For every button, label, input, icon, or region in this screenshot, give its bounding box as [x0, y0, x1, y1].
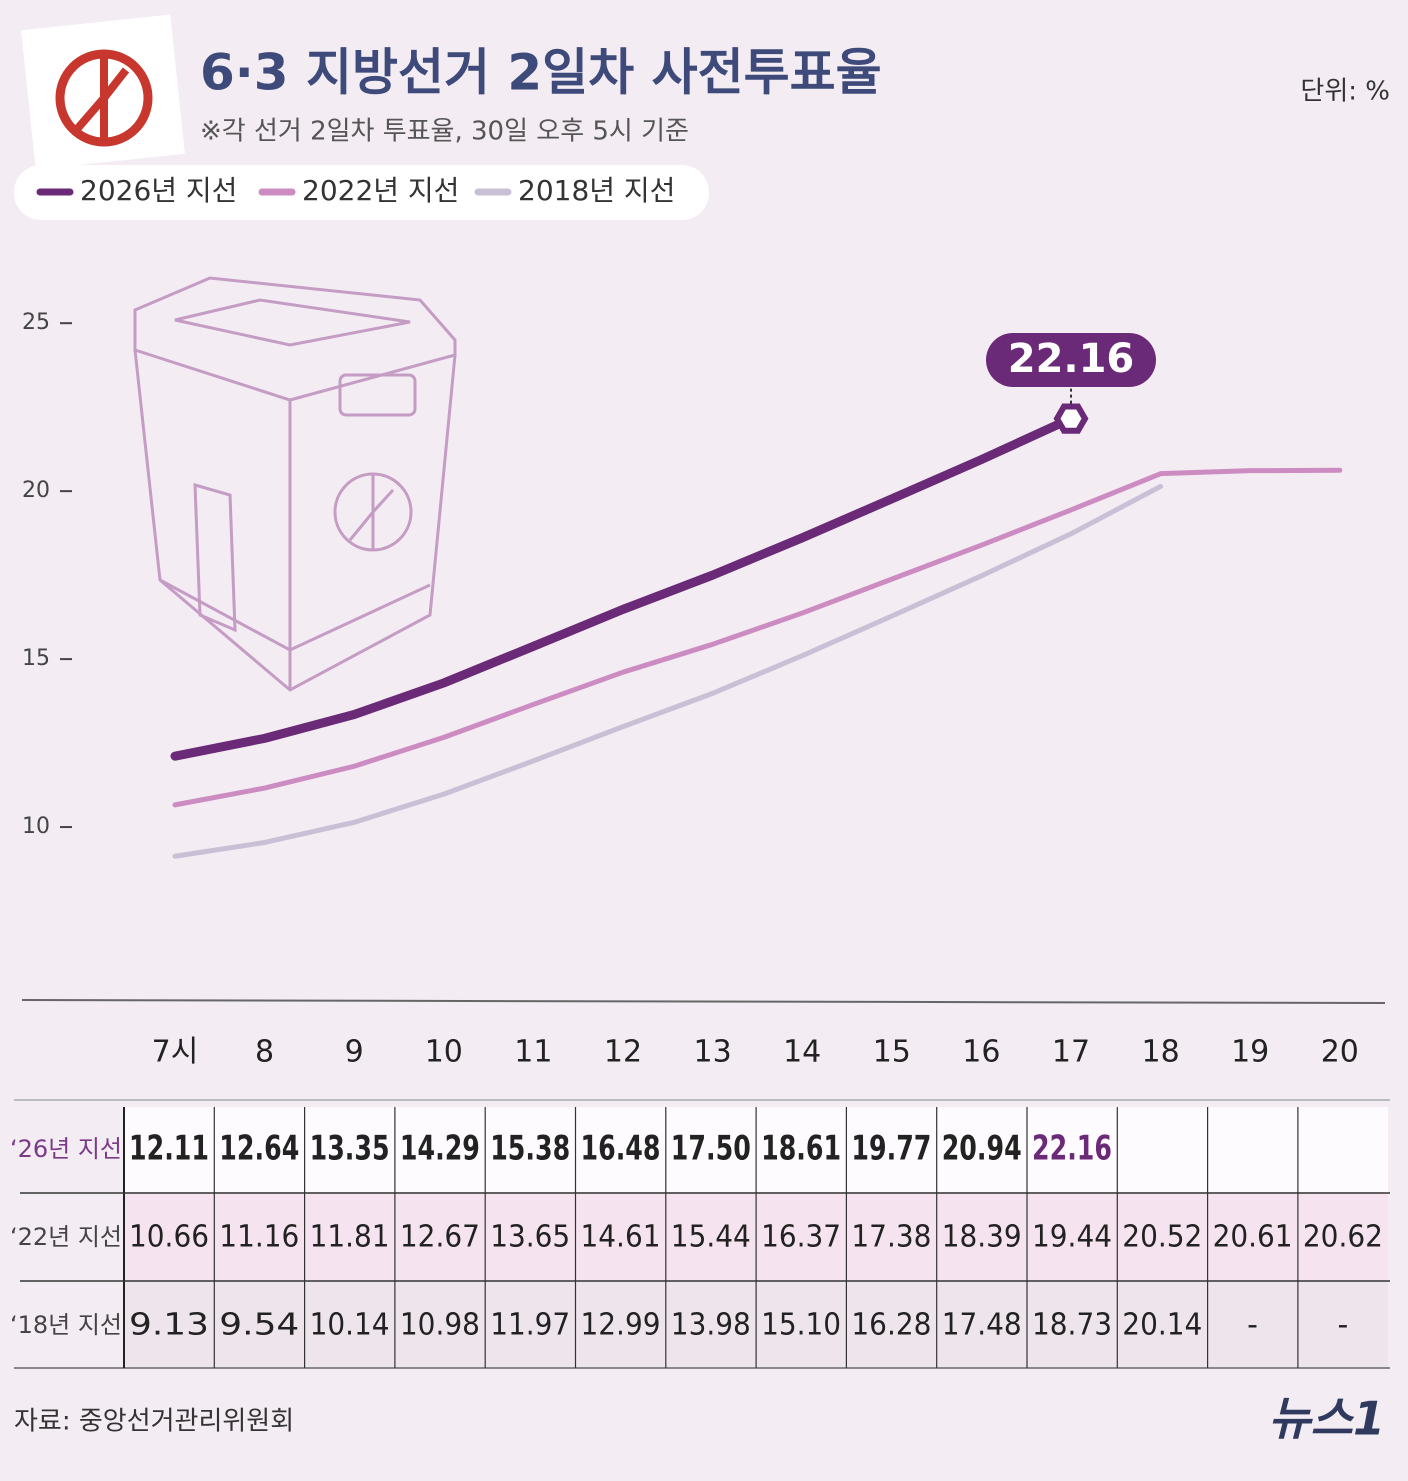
line	[170, 414, 1076, 761]
table-cell: 20.61	[1213, 1220, 1293, 1255]
legend: 2026년 지선 2022년 지선 2018년 지선	[36, 174, 675, 207]
table-cell: 19.77	[851, 1129, 931, 1169]
table-cell: 12.64	[219, 1129, 299, 1169]
table-cell: 17.50	[671, 1129, 751, 1169]
table-cells: ‘26년 지선 ‘22년 지선 ‘18년 지선 12.11 10.66 9.13 12.64…	[10, 1107, 1390, 1368]
x-tick-label: 18	[1142, 1035, 1180, 1070]
table-cell: 15.10	[761, 1308, 841, 1343]
table-cell: 9.13	[129, 1308, 209, 1343]
ballot-icon	[21, 14, 185, 170]
table-cell: 11.16	[219, 1220, 299, 1255]
legend-label: 2026년 지선	[80, 174, 237, 207]
table-cell: 15.44	[671, 1220, 751, 1255]
line	[172, 483, 1164, 859]
table-cell: 18.73	[1032, 1308, 1112, 1343]
table-cell: 10.66	[129, 1220, 209, 1255]
table-cell: 17.38	[851, 1220, 931, 1255]
table-cell: 16.28	[851, 1308, 931, 1343]
x-tick-label: 7시	[152, 1035, 199, 1070]
y-tick-label: 15	[22, 646, 50, 671]
table-cell: 12.67	[400, 1220, 480, 1255]
x-tick-label: 9	[345, 1035, 364, 1070]
line	[172, 467, 1343, 808]
table-cell: 10.98	[400, 1308, 480, 1343]
x-tick-label: 20	[1321, 1035, 1359, 1070]
table-cell: 18.61	[761, 1129, 841, 1169]
x-tick-label: 16	[962, 1035, 1000, 1070]
unit: 단위: %	[1300, 77, 1390, 107]
table-cell: 16.48	[581, 1129, 661, 1169]
table-cell: 15.38	[490, 1129, 570, 1169]
y-tick-label: 10	[22, 814, 50, 839]
table-cell: 12.11	[129, 1129, 209, 1169]
legend-box	[14, 165, 709, 220]
table-cell: -	[1337, 1308, 1348, 1343]
x-tick-label: 19	[1231, 1035, 1269, 1070]
x-tick-label: 13	[694, 1035, 732, 1070]
x-tick-label: 17	[1052, 1035, 1090, 1070]
table-cell: 20.14	[1122, 1308, 1202, 1343]
table-cell: 12.99	[581, 1308, 661, 1343]
x-tick-label: 12	[604, 1035, 642, 1070]
table-cell: 13.98	[671, 1308, 751, 1343]
source: 자료: 중앙선거관리위원회	[14, 1407, 294, 1437]
table-cell: 20.52	[1122, 1220, 1202, 1255]
table-cell: 19.44	[1032, 1220, 1112, 1255]
table-cell: 20.62	[1303, 1220, 1383, 1255]
table-cell: 22.16	[1032, 1129, 1112, 1169]
y-tick-label: 20	[22, 478, 50, 503]
table-cell: 18.39	[942, 1220, 1022, 1255]
end-marker	[1053, 403, 1089, 434]
row-label: ‘18년 지선	[10, 1311, 122, 1339]
x-tick-label: 15	[873, 1035, 911, 1070]
ballot-box	[133, 276, 457, 692]
table-cell: 11.81	[310, 1220, 390, 1255]
legend-label: 2022년 지선	[302, 174, 459, 207]
table-cell: 13.35	[310, 1129, 390, 1169]
callout-label: 22.16	[1008, 336, 1135, 382]
callout-box	[986, 333, 1156, 387]
x-tick-label: 10	[425, 1035, 463, 1070]
y-tick-label: 25	[22, 310, 50, 335]
table-cell: 13.65	[490, 1220, 570, 1255]
table-cell: 14.61	[581, 1220, 661, 1255]
table-cell: -	[1247, 1308, 1258, 1343]
legend-label: 2018년 지선	[518, 174, 675, 207]
x-axis	[21, 999, 1386, 1004]
row-label: ‘22년 지선	[10, 1223, 122, 1251]
x-tick-label: 14	[783, 1035, 821, 1070]
x-tick-label: 8	[255, 1035, 274, 1070]
table-cell: 17.48	[942, 1308, 1022, 1343]
chart-title: 6·3 지방선거 2일차 사전투표율	[200, 44, 882, 102]
table-cell: 14.29	[400, 1129, 480, 1169]
table-cell: 11.97	[490, 1308, 570, 1343]
table-cell: 10.14	[310, 1308, 390, 1343]
logo: 뉴스1	[1268, 1392, 1385, 1446]
table-cell: 20.94	[942, 1129, 1022, 1169]
table-cell: 9.54	[219, 1308, 299, 1343]
row-label: ‘26년 지선	[10, 1135, 122, 1163]
subtitle: ※각 선거 2일차 투표율, 30일 오후 5시 기준	[200, 117, 689, 147]
table-cell: 16.37	[761, 1220, 841, 1255]
x-tick-label: 11	[514, 1035, 552, 1070]
